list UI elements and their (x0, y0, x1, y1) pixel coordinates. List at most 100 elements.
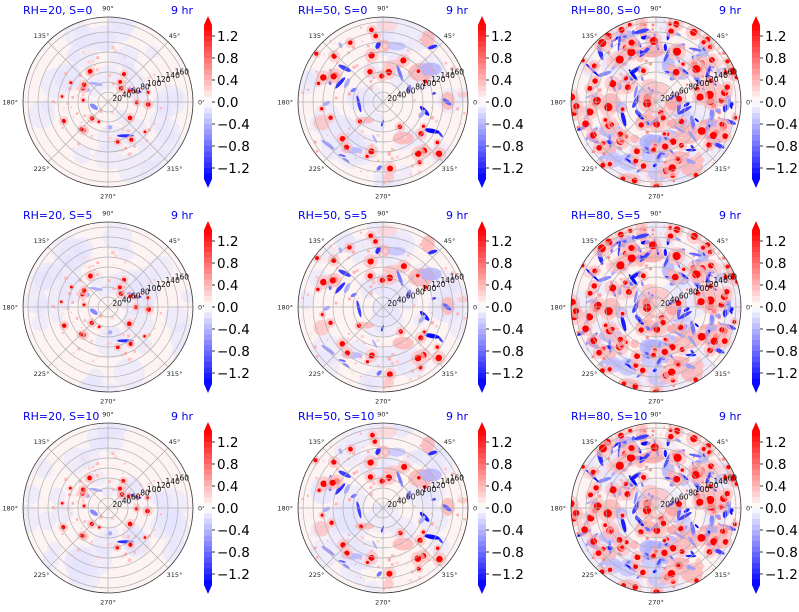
field-speck (111, 452, 115, 456)
field-downdraft (656, 152, 662, 160)
radial-tick-label: 160 (723, 473, 738, 482)
field-speck (96, 355, 100, 359)
field-speck (329, 562, 332, 565)
field-speck (82, 51, 85, 54)
field-speck (432, 67, 435, 70)
field-speck (356, 340, 359, 342)
cell-core (414, 354, 422, 362)
colorbar-band (752, 102, 760, 108)
colorbar-band (478, 96, 486, 103)
colorbar-band (752, 502, 760, 509)
field-speck (140, 492, 142, 495)
cell-core (625, 288, 632, 296)
panel-time-label: 9 hr (171, 410, 193, 423)
field-downdraft (631, 235, 635, 240)
colorbar-band (204, 524, 212, 531)
field-speck (123, 486, 127, 490)
colorbar-extend-min (204, 384, 212, 393)
field-speck (306, 494, 309, 497)
colorbar-band (478, 168, 486, 174)
cell-core (708, 78, 714, 84)
field-speck (92, 360, 95, 363)
angular-tick-label: 0° (198, 505, 205, 513)
colorbar-band (478, 458, 486, 465)
angular-tick-label: 45° (717, 237, 729, 245)
field-speck (92, 155, 95, 158)
field-speck (607, 256, 611, 259)
field-speck (122, 271, 124, 274)
field-speck (83, 459, 86, 461)
field-speck (663, 426, 665, 429)
radial-tick-label: 40 (122, 496, 132, 505)
angular-tick-label: 270° (375, 599, 391, 607)
cell-core (595, 550, 602, 556)
colorbar-band (204, 241, 212, 247)
field-speck (387, 152, 391, 156)
field-speck (359, 355, 362, 359)
field-speck (359, 150, 362, 154)
field-speck (111, 251, 115, 255)
field-speck (58, 103, 60, 105)
angular-gridline (655, 447, 717, 509)
colorbar-band (478, 162, 486, 169)
field-speck (363, 543, 366, 546)
polar-frame (22, 221, 194, 393)
field-speck (133, 349, 137, 353)
colorbar-band (478, 52, 486, 59)
cell-core (615, 55, 624, 64)
colorbar-band (752, 546, 760, 553)
angular-tick-label: 225° (309, 370, 325, 378)
colorbar-band (752, 25, 760, 31)
colorbar-extend-max (752, 16, 760, 25)
field-patch (103, 222, 133, 252)
field-speck (648, 235, 651, 238)
field-speck (369, 486, 373, 489)
cell-core (678, 118, 685, 125)
field-speck (140, 86, 142, 89)
colorbar-band (204, 102, 212, 108)
field-speck (360, 432, 362, 435)
field-speck (114, 255, 118, 258)
colorbar-band (478, 486, 486, 492)
colorbar-band (752, 312, 760, 319)
field-speck (113, 464, 116, 467)
colorbar-band (478, 340, 486, 346)
cell-core (386, 371, 393, 378)
cell-core (649, 37, 658, 46)
angular-gridline (382, 101, 444, 163)
radial-tick-label: 60 (131, 493, 141, 502)
radial-tick-label: 80 (415, 288, 425, 297)
colorbar-band (478, 568, 486, 575)
radial-tick-label: 20 (387, 500, 397, 509)
field-downdraft (89, 103, 98, 110)
field-haze (392, 131, 414, 145)
colorbar-band (204, 508, 212, 514)
angular-tick-label: 270° (648, 193, 664, 201)
angular-gridline (47, 306, 109, 368)
colorbar-band (204, 436, 212, 443)
colorbar-band (752, 318, 760, 324)
colorbar-tick-label: 0.4 (765, 278, 786, 294)
field-speck (399, 354, 402, 357)
field-speck (459, 528, 462, 531)
field-speck (439, 473, 442, 476)
field-speck (639, 227, 643, 231)
cell-core (607, 567, 613, 573)
field-speck (691, 130, 694, 134)
field-speck (333, 448, 337, 451)
colorbar-band (752, 162, 760, 169)
radial-tick-label: 20 (112, 500, 122, 509)
field-haze (630, 134, 640, 144)
field-speck (361, 560, 363, 563)
field-speck (693, 563, 696, 566)
cell-core (339, 341, 346, 347)
angular-gridline (322, 507, 384, 569)
colorbar-band (752, 541, 760, 547)
field-speck (643, 228, 646, 232)
cell-core (719, 528, 726, 534)
angular-gridline (655, 101, 717, 163)
colorbar-band (478, 329, 486, 335)
field-speck (80, 527, 83, 530)
field-speck (435, 525, 438, 529)
field-speck (322, 53, 326, 57)
